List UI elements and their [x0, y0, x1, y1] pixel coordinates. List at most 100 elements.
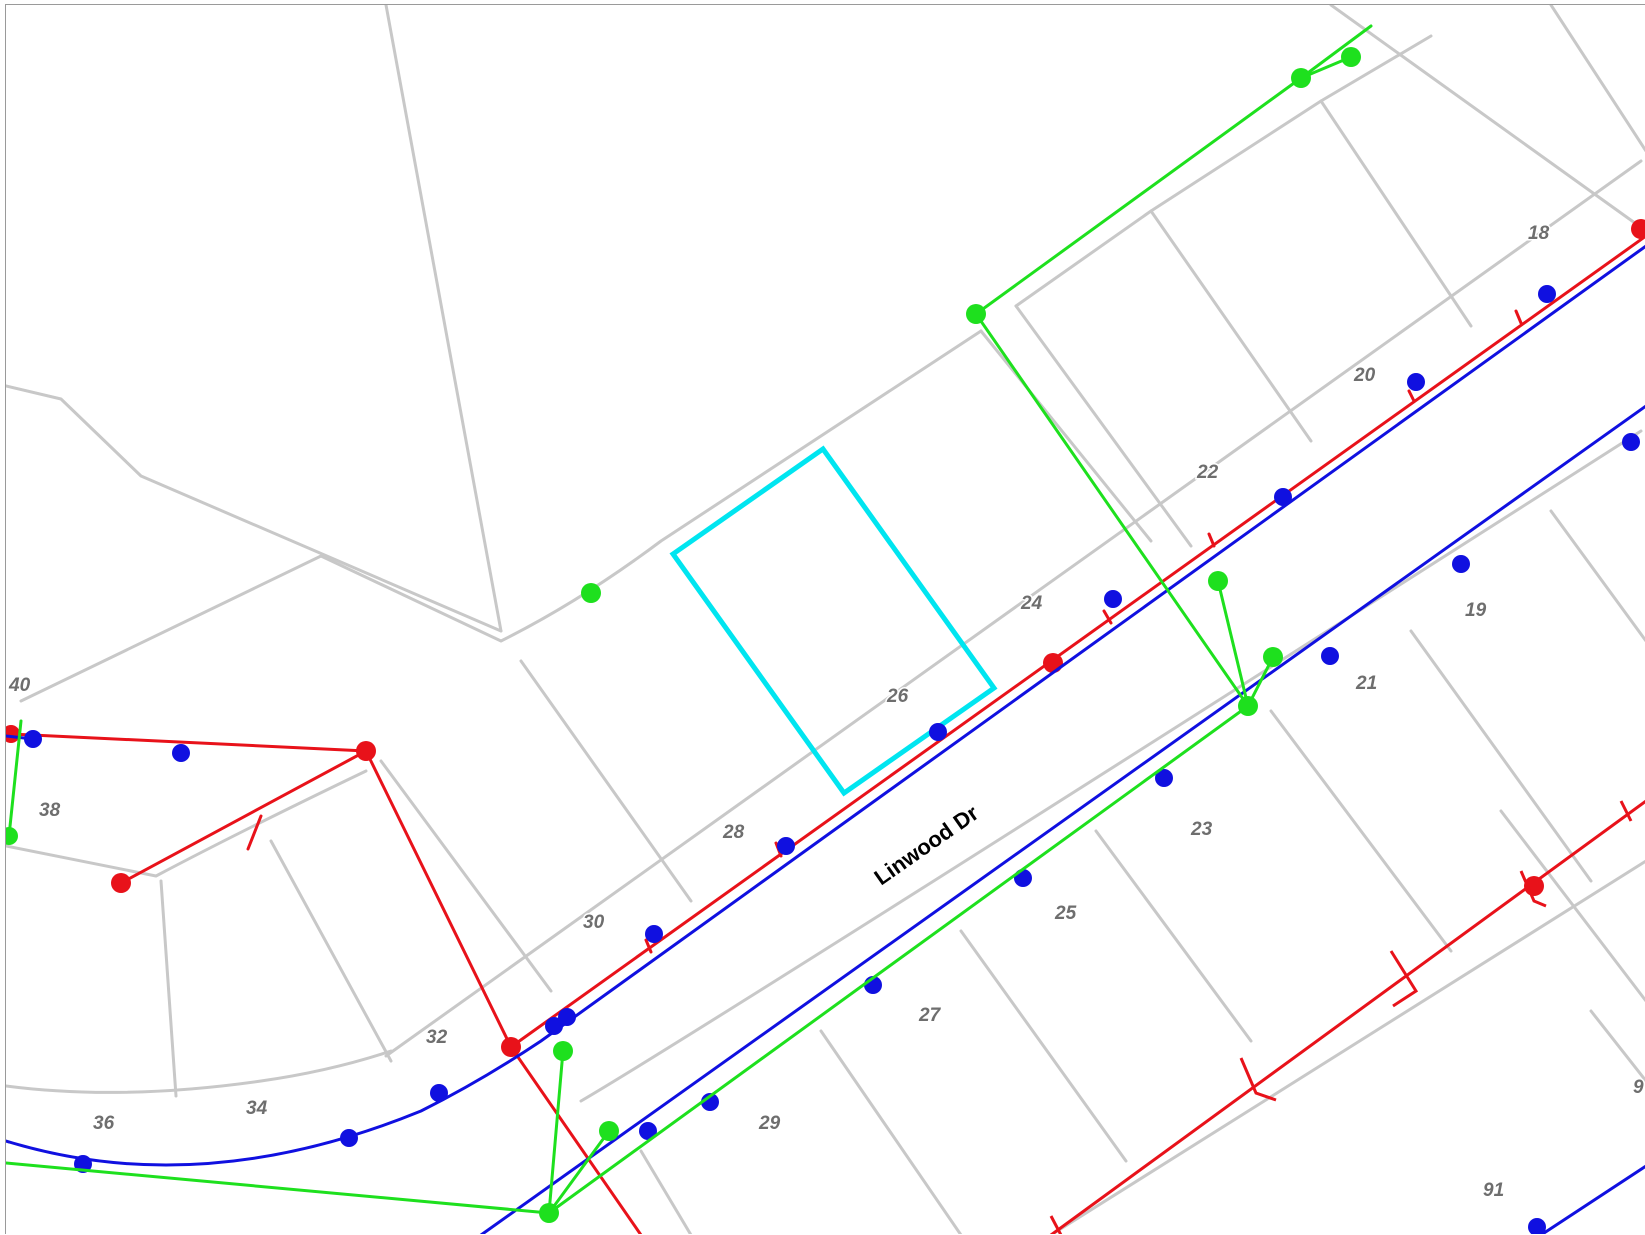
blue-main-north[interactable] [6, 244, 1645, 1167]
blue-node[interactable] [1528, 1218, 1546, 1234]
lot-label: 22 [1196, 462, 1219, 483]
lot-label: 34 [246, 1098, 268, 1119]
lot-label: 20 [1353, 365, 1376, 386]
red-branch-south[interactable] [364, 749, 643, 1234]
green-node[interactable] [581, 583, 601, 603]
green-node[interactable] [1208, 571, 1228, 591]
blue-node[interactable] [1622, 433, 1640, 451]
lot-divider-n6 [379, 759, 553, 993]
red-node[interactable] [1043, 653, 1063, 673]
lot-label: 29 [758, 1113, 781, 1134]
green-node[interactable] [1341, 47, 1361, 67]
blue-node[interactable] [1407, 373, 1425, 391]
red-flow-arrows [1049, 800, 1633, 1234]
blue-node[interactable] [1104, 590, 1122, 608]
green-node[interactable] [1291, 68, 1311, 88]
green-branch-1[interactable] [1216, 579, 1250, 708]
highlighted-parcel-26[interactable] [669, 445, 998, 797]
green-node[interactable] [599, 1121, 619, 1141]
flow-arrow [1239, 1057, 1277, 1102]
road-edge-north [384, 159, 1643, 1058]
blue-nodes [24, 285, 1640, 1234]
blue-node[interactable] [340, 1129, 358, 1147]
green-node[interactable] [6, 827, 18, 845]
rear-parcel-line-4 [1014, 34, 1433, 308]
red-branch-diag[interactable] [119, 749, 368, 885]
flow-arrow [1519, 870, 1547, 908]
red-branch-west[interactable] [9, 732, 368, 753]
flow-arrow [1049, 1215, 1063, 1234]
blue-node[interactable] [701, 1093, 719, 1111]
road-edge-south [579, 429, 1643, 1103]
lot-divider-n5 [519, 659, 693, 903]
lot-label: 91 [1483, 1180, 1504, 1201]
red-lateral-5 [1207, 532, 1216, 548]
street-label: Linwood Dr [870, 800, 984, 890]
blue-network-layer [6, 244, 1645, 1234]
red-main-line[interactable] [509, 234, 1645, 1049]
green-branch-west[interactable] [6, 1161, 551, 1215]
flow-arrow [1619, 800, 1633, 822]
green-branch-north[interactable] [973, 24, 1373, 708]
blue-node[interactable] [558, 1008, 576, 1026]
lot-divider-n7 [269, 839, 393, 1063]
lot-label: 40 [8, 675, 31, 696]
green-nodes [6, 47, 1361, 1223]
blue-node[interactable] [172, 744, 190, 762]
green-branch-6[interactable] [7, 719, 23, 838]
green-branch-4[interactable] [547, 1049, 565, 1215]
green-node[interactable] [966, 304, 986, 324]
blue-node[interactable] [1321, 647, 1339, 665]
lot-label: 27 [918, 1005, 942, 1026]
red-lateral-7 [1514, 309, 1523, 325]
lot-label: 25 [1054, 903, 1077, 924]
green-node[interactable] [1263, 647, 1283, 667]
blue-node[interactable] [1538, 285, 1556, 303]
red-node[interactable] [1631, 219, 1645, 239]
blue-node[interactable] [1014, 869, 1032, 887]
blue-node[interactable] [1274, 488, 1292, 506]
lot-divider-s1 [1409, 629, 1593, 883]
blue-node[interactable] [24, 730, 42, 748]
lot-label: 9 [1633, 1077, 1644, 1098]
lot-label: 26 [886, 686, 909, 707]
lot-divider-n2 [1149, 209, 1313, 443]
lot-labels: 18 19 20 21 22 23 24 25 26 27 28 29 30 3… [7, 222, 1645, 1203]
lot-label: 30 [583, 912, 605, 933]
blue-node[interactable] [777, 837, 795, 855]
red-lateral-2 [644, 938, 653, 954]
blue-node[interactable] [639, 1122, 657, 1140]
red-network-layer [9, 234, 1645, 1234]
blue-main-south[interactable] [479, 404, 1645, 1234]
red-nodes [6, 219, 1645, 1057]
lot-rear-line-s [1049, 859, 1645, 1234]
red-node[interactable] [111, 873, 131, 893]
green-main-south[interactable] [547, 704, 1250, 1215]
red-node[interactable] [501, 1037, 521, 1057]
green-branch-5[interactable] [547, 1129, 611, 1215]
blue-node[interactable] [645, 925, 663, 943]
green-node[interactable] [1238, 696, 1258, 716]
blue-south-far[interactable] [1539, 1164, 1645, 1234]
blue-node[interactable] [1452, 555, 1470, 573]
map-view[interactable]: Linwood Dr 18 19 20 21 22 23 24 25 26 27… [5, 4, 1645, 1234]
green-node[interactable] [539, 1203, 559, 1223]
red-south-line[interactable] [1049, 799, 1645, 1234]
blue-node[interactable] [1155, 769, 1173, 787]
lot-label: 24 [1020, 593, 1043, 614]
green-node[interactable] [553, 1041, 573, 1061]
lot-label: 19 [1465, 600, 1487, 621]
rear-parcel-line-5 [1329, 5, 1645, 233]
blue-node[interactable] [929, 723, 947, 741]
red-node[interactable] [356, 741, 376, 761]
blue-node[interactable] [545, 1017, 563, 1035]
parcel-lines-layer [6, 5, 1645, 1234]
lot-label: 21 [1355, 673, 1377, 694]
lot-label: 36 [93, 1113, 115, 1134]
lot-label: 28 [722, 822, 745, 843]
lot-label: 23 [1190, 819, 1213, 840]
lot-divider-s8 [1499, 809, 1645, 1003]
rear-parcel-line-2 [6, 384, 503, 633]
blue-node[interactable] [430, 1084, 448, 1102]
red-lateral-6 [1407, 389, 1416, 403]
